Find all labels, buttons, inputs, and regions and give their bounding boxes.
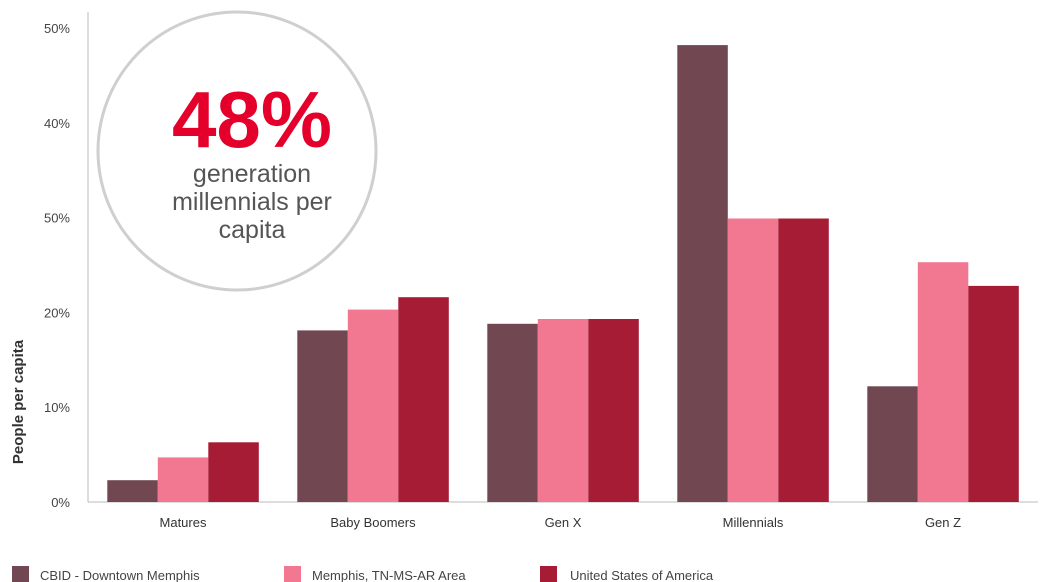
- legend: CBID - Downtown Memphis Memphis, TN-MS-A…: [12, 566, 714, 582]
- bar: [677, 45, 728, 502]
- callout: 48% generation millennials per capita: [96, 10, 378, 292]
- y-tick-label: 10%: [44, 400, 70, 415]
- callout-circle: [96, 10, 378, 292]
- y-tick-label: 20%: [44, 305, 70, 320]
- bar: [867, 386, 918, 502]
- bar: [778, 218, 829, 502]
- bar: [968, 285, 1019, 502]
- bar: [398, 297, 449, 502]
- legend-swatch-cbid: [12, 566, 29, 582]
- y-tick-label: 40%: [44, 116, 70, 131]
- bar: [297, 330, 348, 502]
- bars: [107, 45, 1019, 502]
- bar: [157, 457, 209, 502]
- bar: [347, 309, 399, 502]
- bar: [107, 480, 158, 502]
- callout-line-1: generation: [193, 160, 311, 188]
- y-tick-labels: 0% 10% 20% 50% 40% 50%: [44, 21, 70, 510]
- y-axis-title: People per capita: [10, 339, 27, 464]
- legend-label-usa: United States of America: [570, 568, 714, 582]
- legend-label-memphis-area: Memphis, TN-MS-AR Area: [312, 568, 466, 582]
- bar: [588, 319, 639, 502]
- callout-line-2: millennials per: [172, 188, 332, 216]
- bar: [917, 262, 969, 502]
- callout-line-3: capita: [219, 216, 286, 244]
- category-label: Gen Z: [925, 515, 961, 530]
- category-labels: Matures Baby Boomers Gen X Millennials Gen Z: [160, 515, 962, 530]
- bar: [537, 319, 589, 502]
- bar: [487, 323, 538, 502]
- bar: [727, 218, 779, 502]
- category-label: Baby Boomers: [330, 515, 416, 530]
- category-label: Gen X: [545, 515, 582, 530]
- y-tick-label: 0%: [51, 495, 70, 510]
- y-tick-label: 50%: [44, 211, 70, 226]
- legend-swatch-memphis-area: [284, 566, 301, 582]
- category-label: Matures: [160, 515, 207, 530]
- y-tick-label: 50%: [44, 21, 70, 36]
- callout-value: 48%: [172, 75, 332, 164]
- bar: [208, 442, 259, 502]
- legend-label-cbid: CBID - Downtown Memphis: [40, 568, 200, 582]
- category-label: Millennials: [723, 515, 784, 530]
- legend-swatch-usa: [540, 566, 557, 582]
